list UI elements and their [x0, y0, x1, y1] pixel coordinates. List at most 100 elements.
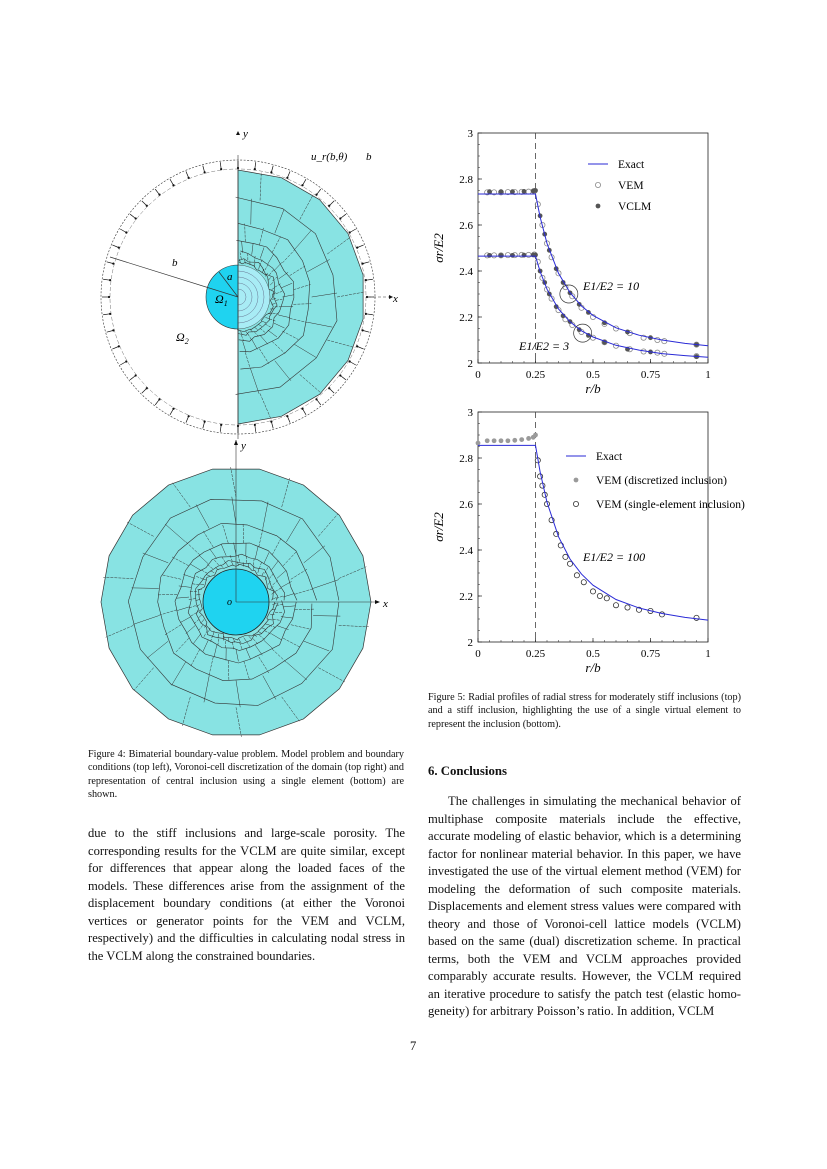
voronoi-cell-edge	[158, 593, 178, 596]
voronoi-cell-edge	[217, 633, 219, 639]
displacement-arrow	[357, 346, 364, 350]
data-point-filled	[521, 252, 527, 258]
voronoi-cell-edge	[275, 291, 283, 294]
x-tick-label: 0.25	[526, 369, 546, 381]
arrow-head	[365, 295, 369, 299]
voronoi-cell-edge	[210, 635, 214, 642]
voronoi-cell-edge	[262, 675, 277, 700]
voronoi-cell-edge	[174, 542, 298, 664]
voronoi-cell-edge	[269, 269, 274, 276]
x-tick-label: 0.25	[526, 648, 546, 660]
voronoi-cell-edge	[253, 565, 255, 571]
voronoi-cell-edge	[272, 297, 277, 300]
data-point-open	[544, 240, 551, 247]
origin-label: o	[227, 597, 232, 608]
y-tick-label: 2	[468, 637, 474, 649]
voronoi-cell-edge	[187, 553, 285, 651]
voronoi-cell-edge	[272, 312, 280, 315]
voronoi-cell-edge	[271, 303, 276, 305]
y-axis-label: σr/E2	[431, 512, 446, 542]
data-point-filled	[576, 301, 582, 307]
displacement-arrow	[340, 375, 347, 381]
voronoi-cell-edge	[201, 569, 208, 574]
voronoi-cell-edge	[318, 667, 345, 683]
legend-entry: Exact	[618, 159, 645, 171]
arrow-head	[203, 171, 206, 174]
voronoi-cell-edge	[235, 680, 241, 708]
legend-entry: VEM (single-element inclusion)	[596, 499, 745, 511]
voronoi-cell-edge	[242, 562, 244, 567]
displacement-arrow	[271, 165, 274, 173]
voronoi-cell-edge	[178, 585, 192, 588]
data-point-filled	[602, 320, 607, 326]
voronoi-cell-edge	[294, 608, 314, 611]
voronoi-cell-edge	[188, 598, 196, 601]
data-point-filled	[526, 436, 531, 441]
legend-entry: VEM (discretized inclusion)	[596, 475, 727, 487]
data-point-filled	[533, 432, 538, 438]
radius-a-line	[218, 271, 239, 298]
displacement-arrow	[357, 244, 364, 248]
arrow-head	[301, 184, 304, 187]
data-point-open	[491, 252, 498, 259]
voronoi-cell-edge	[264, 264, 269, 271]
displacement-arrow	[362, 330, 370, 333]
arrow-head	[364, 279, 367, 282]
voronoi-cell-edge	[257, 568, 260, 573]
voronoi-cell-edge	[204, 623, 208, 628]
voronoi-cell-edge	[282, 551, 297, 567]
displacement-arrow	[302, 179, 307, 186]
voronoi-cell-edge	[294, 344, 317, 358]
voronoi-cell-edge	[272, 580, 279, 586]
legend-filled-marker	[595, 203, 601, 209]
voronoi-cell-edge	[142, 552, 169, 564]
arrow-head	[328, 387, 331, 390]
voronoi-cell-edge	[254, 546, 259, 559]
data-point-open	[580, 579, 587, 586]
voronoi-cell-edge	[286, 518, 301, 543]
voronoi-cell-edge	[217, 638, 220, 646]
y-axis-label: σr/E2	[431, 233, 446, 263]
displacement-arrow	[185, 416, 189, 423]
voronoi-cell-edge	[183, 574, 196, 579]
voronoi-cell-edge	[258, 265, 260, 270]
voronoi-cell-edge	[210, 570, 215, 574]
voronoi-cell-edge	[307, 321, 333, 328]
voronoi-cell-edge	[258, 528, 264, 548]
voronoi-cell-edge	[299, 194, 314, 220]
voronoi-cell-edge	[158, 609, 178, 616]
radius-b-line	[109, 256, 239, 298]
voronoi-cell-edge	[232, 642, 235, 650]
arrow-head	[117, 246, 120, 249]
data-point-open	[603, 595, 610, 602]
arrow-head	[236, 166, 240, 170]
voronoi-cell-edge	[238, 250, 285, 342]
x-tick-label: 0	[475, 369, 481, 381]
highlight-circle	[559, 284, 579, 304]
y-axis-label-bottom: y	[240, 440, 246, 452]
voronoi-cell-edge	[243, 660, 250, 680]
voronoi-cell-edge	[338, 566, 367, 579]
voronoi-cell-edge	[281, 696, 300, 722]
voronoi-cell-edge	[198, 614, 203, 618]
voronoi-cell-edge	[196, 594, 201, 596]
y-tick-label: 3	[468, 407, 474, 419]
voronoi-cell-edge	[259, 172, 262, 201]
arrow-head	[328, 204, 331, 207]
annotation-label: E1/E2 = 3	[518, 339, 569, 353]
voronoi-cell-edge	[273, 262, 283, 272]
voronoi-cell-edge	[175, 637, 190, 653]
arrow-head	[134, 374, 137, 377]
voronoi-cell-edge	[264, 567, 269, 574]
voronoi-cell-edge	[190, 612, 198, 617]
arrow-head	[286, 415, 289, 418]
plot-frame	[477, 132, 709, 364]
data-point-open	[640, 334, 647, 341]
arrow-head	[107, 295, 111, 299]
voronoi-cell-edge	[220, 564, 224, 569]
displacement-arrow	[169, 408, 174, 415]
voronoi-cell-edge	[313, 579, 339, 589]
voronoi-cell-edge	[177, 606, 190, 611]
voronoi-cell-edge	[199, 583, 205, 585]
voronoi-cell-edge	[303, 545, 326, 564]
